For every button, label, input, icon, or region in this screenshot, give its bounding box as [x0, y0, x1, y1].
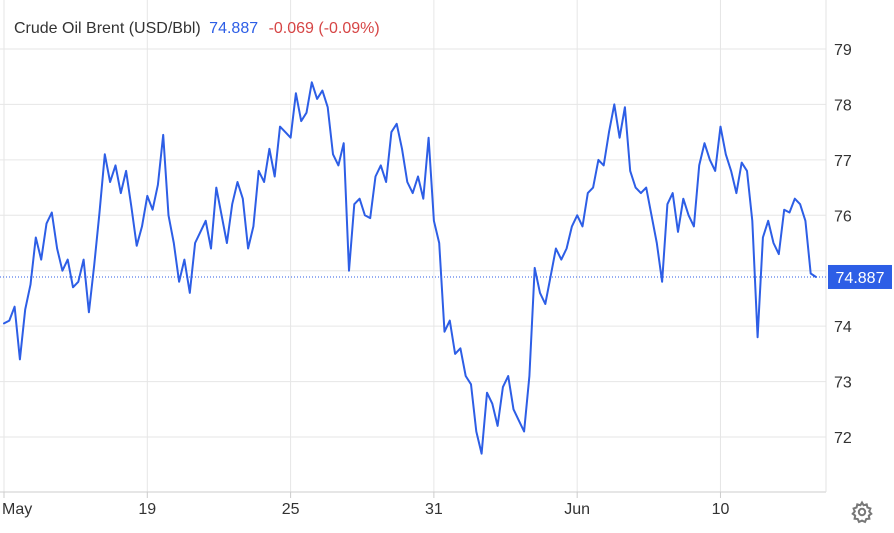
price-change: -0.069 (-0.09%) [268, 20, 380, 37]
last-price-tag [828, 264, 892, 289]
last-price-tag-label: 74.887 [836, 270, 885, 287]
chart-header: Crude Oil Brent (USD/Bbl) 74.887 -0.069 … [14, 20, 380, 38]
current-price: 74.887 [209, 20, 259, 37]
y-tick-label: 76 [834, 208, 852, 225]
series-layer [0, 81, 826, 455]
grid [0, 0, 826, 492]
y-tick-label: 77 [834, 153, 852, 170]
y-tick-label: 73 [834, 375, 852, 392]
y-tick-label: 72 [834, 430, 852, 447]
series-line [3, 81, 817, 455]
y-tick-label: 74 [834, 319, 852, 336]
x-tick-label: 10 [712, 501, 730, 518]
x-tick-label: 19 [138, 501, 156, 518]
gear-icon[interactable] [850, 500, 874, 524]
chart-title: Crude Oil Brent (USD/Bbl) [14, 20, 201, 37]
x-tick-label: May [2, 501, 32, 518]
x-tick-label: Jun [564, 501, 590, 518]
x-tick-label: 25 [282, 501, 300, 518]
y-tick-label: 78 [834, 97, 852, 114]
axes: 7273747576777879May192531Jun10 [0, 0, 852, 518]
x-tick-label: 31 [425, 501, 443, 518]
y-tick-label: 79 [834, 42, 852, 59]
last-price-layer: 74.887 [828, 264, 892, 289]
